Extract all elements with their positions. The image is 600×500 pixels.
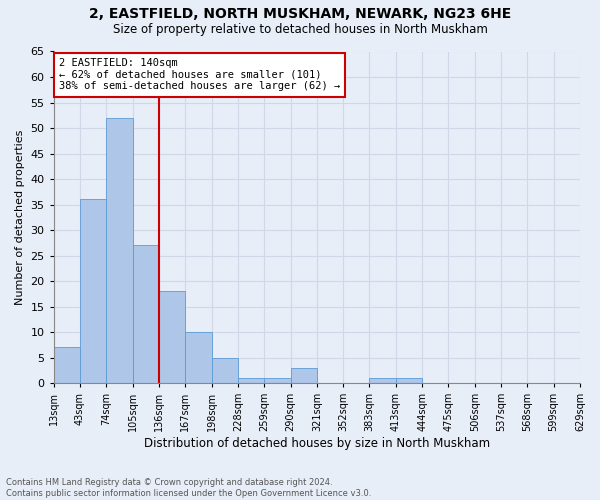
Text: Contains HM Land Registry data © Crown copyright and database right 2024.
Contai: Contains HM Land Registry data © Crown c… <box>6 478 371 498</box>
Bar <box>264 378 290 383</box>
Bar <box>370 378 396 383</box>
Text: 2, EASTFIELD, NORTH MUSKHAM, NEWARK, NG23 6HE: 2, EASTFIELD, NORTH MUSKHAM, NEWARK, NG2… <box>89 8 511 22</box>
Text: 2 EASTFIELD: 140sqm
← 62% of detached houses are smaller (101)
38% of semi-detac: 2 EASTFIELD: 140sqm ← 62% of detached ho… <box>59 58 340 92</box>
Bar <box>159 291 185 383</box>
X-axis label: Distribution of detached houses by size in North Muskham: Distribution of detached houses by size … <box>144 437 490 450</box>
Bar <box>185 332 212 383</box>
Bar <box>238 378 264 383</box>
Bar <box>290 368 317 383</box>
Bar <box>133 246 159 383</box>
Bar <box>54 348 80 383</box>
Bar <box>106 118 133 383</box>
Y-axis label: Number of detached properties: Number of detached properties <box>15 130 25 305</box>
Bar <box>212 358 238 383</box>
Text: Size of property relative to detached houses in North Muskham: Size of property relative to detached ho… <box>113 22 487 36</box>
Bar <box>80 200 106 383</box>
Bar <box>396 378 422 383</box>
